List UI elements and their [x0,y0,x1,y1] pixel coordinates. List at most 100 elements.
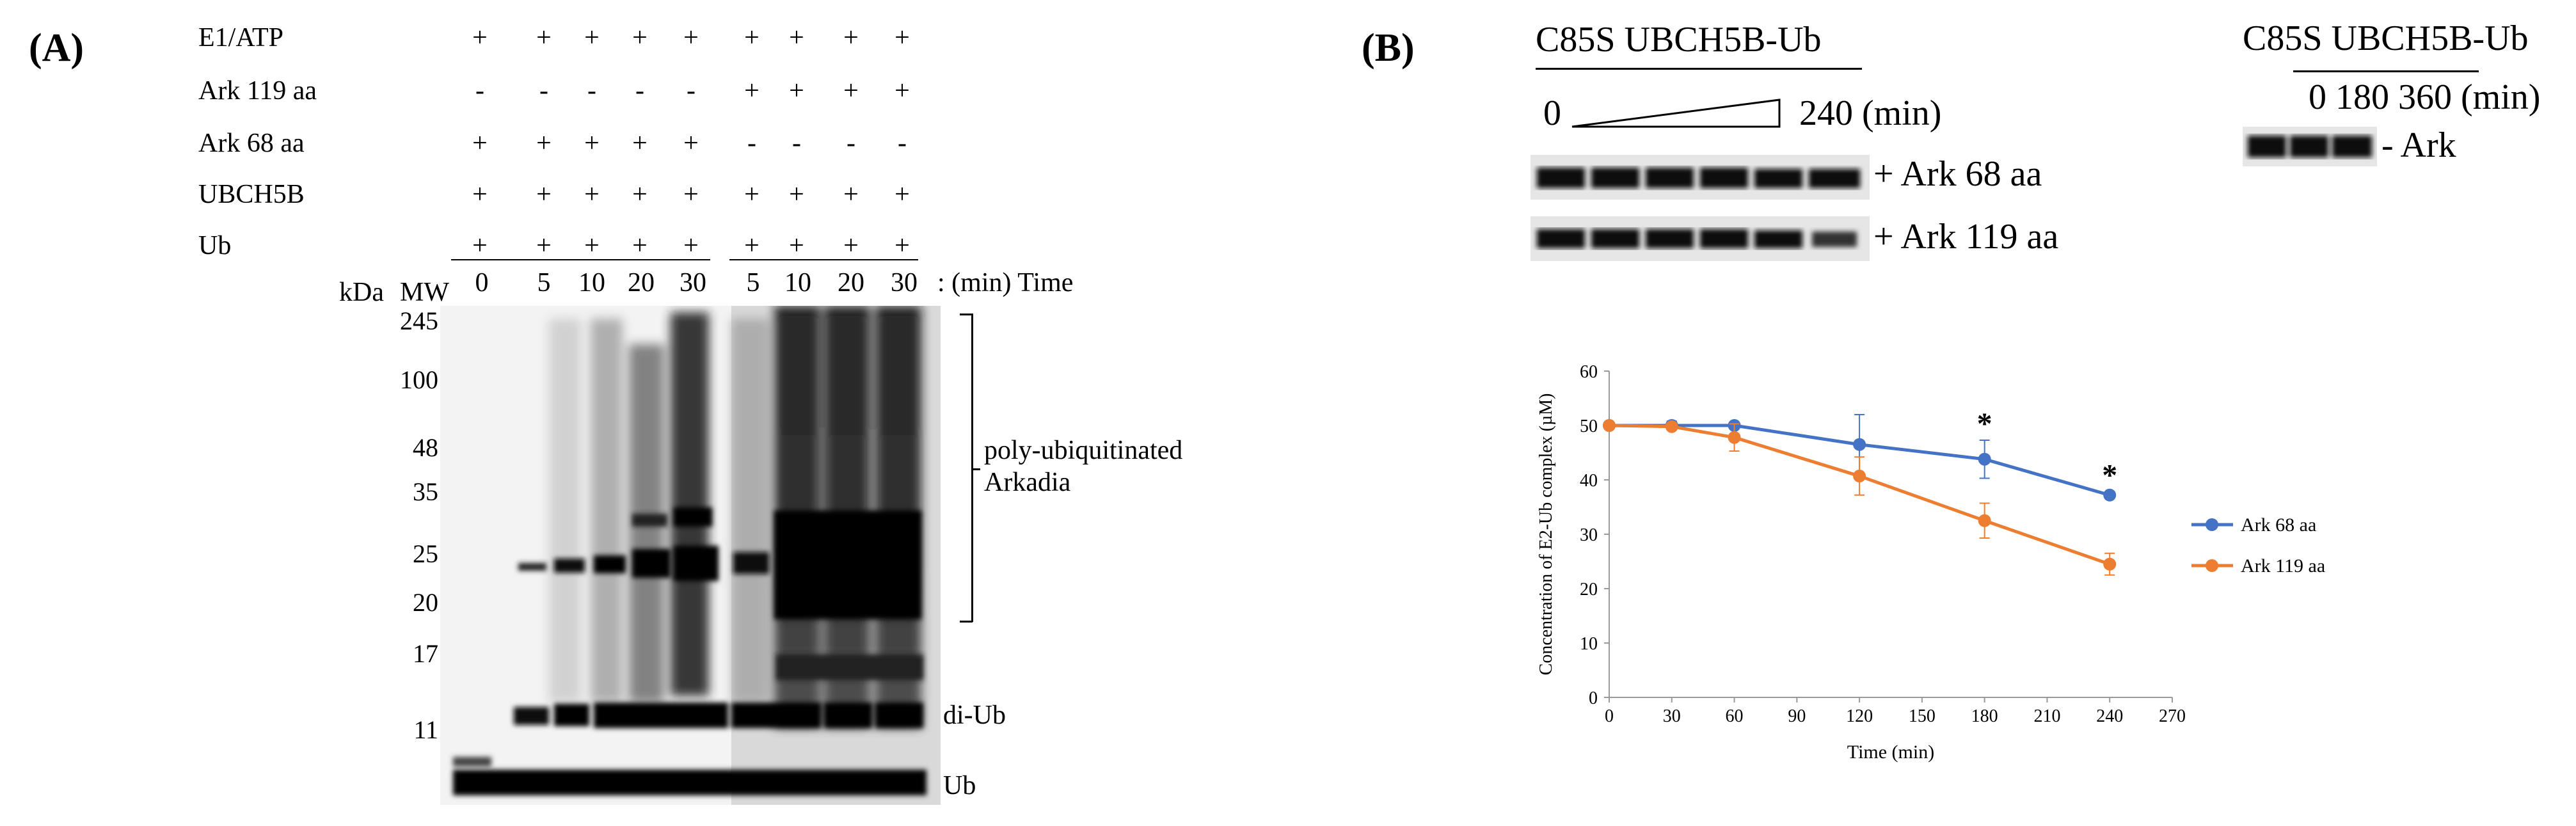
condition-symbol: + [683,231,699,260]
x-axis-title: Time (min) [1847,742,1934,763]
blot1-row1-label: + Ark 68 aa [1873,154,2042,194]
x-tick-label: 180 [1971,706,1998,726]
legend-marker [2206,518,2218,531]
mw-marker: 17 [413,639,438,668]
x-tick-label: 270 [2159,706,2186,726]
x-tick-label: 90 [1788,706,1806,726]
poly-ub-bracket [971,314,973,622]
condition-symbol: + [536,180,552,209]
x-tick-label: 240 [2096,706,2123,726]
condition-symbol: + [894,180,910,209]
blot2 [2243,127,2377,166]
blot1-title-underline [1536,68,1862,70]
blot1-time-end: 240 (min) [1799,93,1942,133]
legend-marker [2206,559,2218,572]
condition-symbol: + [789,231,804,260]
blot1-title: C85S UBCH5B-Ub [1536,20,1822,60]
condition-symbol: + [632,180,648,209]
legend-label: Ark 119 aa [2241,555,2325,576]
blot-a-image [453,306,941,805]
data-point [1603,419,1616,432]
x-tick-label: 0 [1605,706,1614,726]
mw-marker: 25 [413,539,438,568]
panel-a-label: (A) [29,26,84,70]
condition-symbol: + [744,231,759,260]
condition-symbol: + [683,180,699,209]
condition-symbol: - [587,76,596,106]
time-point: 20 [628,268,655,298]
time-gradient-wedge [1571,99,1781,128]
blot1-time-start: 0 [1543,93,1561,133]
panel-b-label: (B) [1362,26,1415,70]
western-blot-a [440,306,941,805]
blot2-bands [2248,136,2372,157]
poly-ub-label-line2: Arkadia [984,468,1071,497]
condition-symbol: + [894,231,910,260]
y-tick-label: 50 [1580,417,1598,436]
bracket-bottom [960,621,973,623]
kda-label: kDa [339,278,384,307]
blot2-times: 0 180 360 (min) [2309,77,2541,117]
condition-symbol: + [894,76,910,106]
condition-symbol: + [584,231,600,260]
poly-ub-label-line1: poly-ubiquitinated [984,436,1183,465]
x-tick-label: 30 [1663,706,1681,726]
data-point [1978,452,1991,466]
condition-row-label: UBCH5B [198,180,305,209]
mw-marker: 48 [413,433,438,462]
blot1-row1-bands [1537,168,1860,188]
condition-row-label: Ark 68 aa [198,129,305,158]
condition-symbol: + [584,129,600,158]
condition-symbol: + [744,23,759,52]
data-point [2103,557,2117,571]
y-tick-label: 60 [1580,362,1598,382]
condition-symbol: + [472,180,488,209]
blot1-row2 [1530,216,1870,261]
x-tick-label: 150 [1909,706,1936,726]
condition-symbol: + [632,129,648,158]
data-point [1978,514,1991,527]
blot1-row1 [1530,155,1870,200]
condition-symbol: + [536,129,552,158]
condition-symbol: - [747,129,756,158]
condition-symbol: + [789,76,804,106]
y-tick-label: 30 [1580,525,1598,545]
y-tick-label: 20 [1580,580,1598,600]
series-line [1609,424,2111,566]
condition-symbol: + [789,180,804,209]
x-tick-label: 120 [1846,706,1873,726]
ub-label: Ub [943,771,976,800]
condition-symbol: + [843,231,859,260]
condition-symbol: + [683,129,699,158]
time-point: 5 [746,268,760,298]
condition-symbol: - [792,129,801,158]
condition-symbol: + [789,23,804,52]
mw-marker: 11 [413,715,438,744]
condition-row-label: E1/ATP [198,23,284,52]
condition-symbol: + [536,231,552,260]
mw-marker: 35 [413,477,438,506]
condition-symbol: + [536,23,552,52]
condition-symbol: - [847,129,855,158]
condition-symbol: + [584,180,600,209]
time-point: 0 [475,268,489,298]
condition-symbol: + [744,76,759,106]
condition-symbol: + [683,23,699,52]
condition-row-label: Ark 119 aa [198,76,317,106]
data-point [1665,420,1678,433]
condition-symbol: + [632,231,648,260]
condition-symbol: + [472,23,488,52]
data-point [2103,488,2117,502]
condition-symbol: + [894,23,910,52]
condition-symbol: + [744,180,759,209]
condition-symbol: + [632,23,648,52]
condition-symbol: + [843,180,859,209]
time-point: 20 [838,268,864,298]
y-tick-label: 10 [1580,634,1598,654]
condition-symbol: - [898,129,907,158]
time-point: 10 [578,268,605,298]
di-ub-label: di-Ub [943,701,1006,730]
y-tick-label: 0 [1589,688,1598,708]
mw-marker: 100 [400,365,438,394]
time-point: 30 [680,268,706,298]
